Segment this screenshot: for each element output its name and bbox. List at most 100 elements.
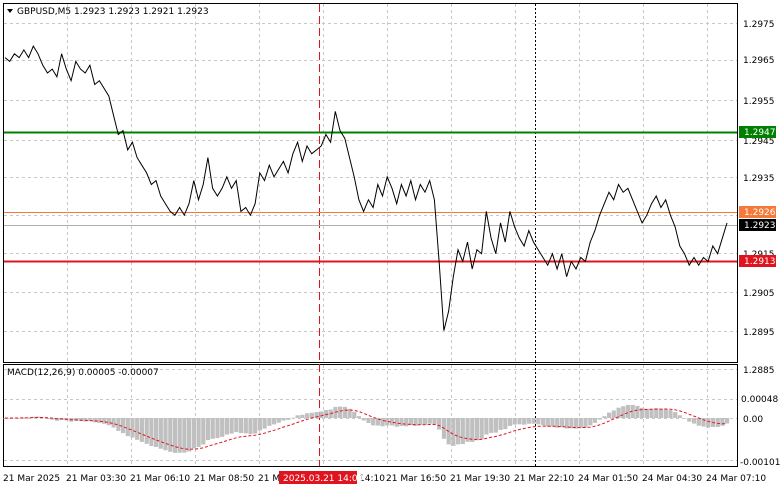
macd-bar xyxy=(583,418,588,428)
macd-bar xyxy=(262,418,267,429)
macd-bar xyxy=(597,418,602,420)
macd-bar xyxy=(522,418,527,425)
macd-bar xyxy=(380,418,385,427)
macd-bar xyxy=(352,411,357,418)
time-axis[interactable]: 21 Mar 2025 21 Mar 03:30 21 Mar 06:10 21… xyxy=(3,474,766,484)
time-tick: 21 Mar 22:10 xyxy=(514,474,574,484)
macd-bar xyxy=(196,418,201,447)
time-tick: 14:10 xyxy=(359,474,385,484)
macd-bar xyxy=(607,412,612,418)
svg-text:1.2913: 1.2913 xyxy=(744,257,776,267)
macd-bar xyxy=(649,408,654,418)
macd-bar xyxy=(437,418,442,430)
price-tick: 1.2935 xyxy=(743,174,775,184)
macd-bar xyxy=(286,418,291,420)
macd-bar xyxy=(526,418,531,424)
macd-bar xyxy=(224,418,229,435)
dropdown-triangle-icon[interactable] xyxy=(7,9,13,13)
macd-bar xyxy=(314,412,319,418)
macd-bar xyxy=(106,418,111,426)
macd-bar xyxy=(503,418,508,430)
macd-bar xyxy=(663,408,668,418)
green-level-label: 1.2947 xyxy=(739,126,776,138)
macd-bar xyxy=(460,418,465,444)
macd-bar xyxy=(272,418,277,425)
macd-bar xyxy=(220,418,225,437)
macd-bar xyxy=(295,415,300,418)
macd-bar xyxy=(725,418,730,424)
macd-tick: -0.00101 xyxy=(740,458,780,468)
macd-bar xyxy=(465,418,470,442)
macd-bar xyxy=(611,410,616,418)
macd-bar xyxy=(102,418,107,424)
macd-bar xyxy=(517,418,522,425)
macd-bar xyxy=(625,404,631,418)
macd-bar xyxy=(706,418,711,428)
macd-bar xyxy=(323,410,329,418)
macd-bar xyxy=(116,418,121,431)
macd-bar xyxy=(45,418,50,419)
time-tick: 21 Mar 06:10 xyxy=(130,474,190,484)
time-tick: 21 Mar xyxy=(258,474,290,484)
orange-level-label: 1.2926 xyxy=(739,206,776,218)
macd-bar xyxy=(243,418,248,434)
macd-tick: 0.00 xyxy=(743,415,763,425)
macd-bar xyxy=(592,418,598,423)
macd-bar xyxy=(479,418,484,439)
macd-bar xyxy=(87,418,93,422)
macd-bar xyxy=(470,418,475,442)
macd-bar xyxy=(121,418,126,434)
macd-bar xyxy=(390,418,395,426)
macd-bar xyxy=(215,418,220,439)
macd-bar xyxy=(177,418,182,453)
macd-bar xyxy=(413,418,418,426)
macd-bar xyxy=(418,418,423,425)
macd-bar xyxy=(158,418,163,449)
macd-tick: 0.00048 xyxy=(741,395,778,405)
macd-bar xyxy=(493,418,498,433)
macd-bar xyxy=(720,418,725,426)
time-tick: 24 Mar 01:50 xyxy=(578,474,638,484)
macd-bar xyxy=(139,418,144,442)
price-tick: 1.2885 xyxy=(743,366,775,376)
macd-bar xyxy=(423,418,428,425)
time-tick: 24 Mar 07:10 xyxy=(706,474,766,484)
macd-bar xyxy=(309,412,314,418)
macd-bar xyxy=(191,418,196,449)
macd-bar xyxy=(616,407,621,418)
price-axis[interactable]: 1.2975 1.2965 1.2955 1.2945 1.2935 1.291… xyxy=(743,20,775,376)
macd-bar xyxy=(640,407,645,418)
macd-bar xyxy=(210,418,215,439)
time-tick: 21 Mar 19:30 xyxy=(450,474,510,484)
time-tick: 21 Mar 08:50 xyxy=(194,474,254,484)
macd-bar xyxy=(654,408,659,418)
macd-signal-line xyxy=(4,408,727,450)
macd-bar xyxy=(456,418,461,445)
macd-bar xyxy=(26,417,31,418)
macd-bar xyxy=(50,418,55,420)
time-tick: 24 Mar 04:30 xyxy=(642,474,702,484)
svg-text:1.2926: 1.2926 xyxy=(744,208,776,218)
macd-bar xyxy=(290,417,296,419)
macd-bar xyxy=(555,418,560,428)
svg-text:1.2923: 1.2923 xyxy=(744,221,776,231)
macd-bar xyxy=(474,418,480,441)
macd-bar xyxy=(541,418,546,426)
macd-bar xyxy=(257,418,262,431)
macd-bar xyxy=(366,418,371,423)
macd-bar xyxy=(31,416,36,418)
price-tick: 1.2895 xyxy=(743,328,775,338)
macd-bar xyxy=(569,418,574,429)
macd-bar xyxy=(696,418,701,426)
macd-bar xyxy=(92,418,97,423)
macd-bar xyxy=(356,416,362,418)
macd-bar xyxy=(559,418,564,428)
macd-bar xyxy=(347,408,352,418)
macd-bar xyxy=(644,408,649,418)
macd-bar xyxy=(484,418,489,435)
macd-bar xyxy=(187,418,192,452)
grid-lines xyxy=(4,4,737,466)
macd-bar xyxy=(427,418,432,424)
